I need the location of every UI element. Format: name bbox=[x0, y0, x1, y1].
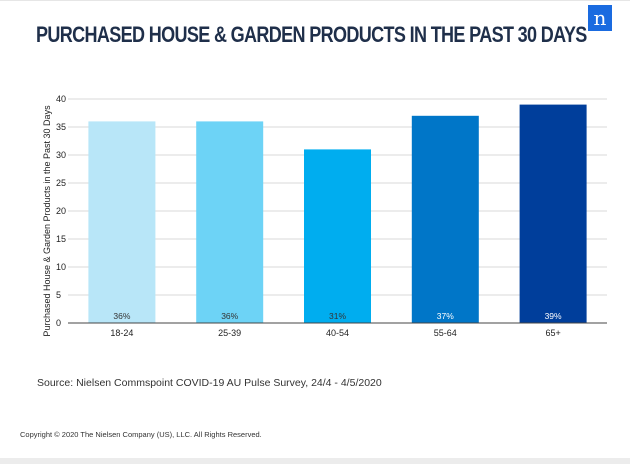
bar-value-label: 31% bbox=[329, 311, 346, 321]
nielsen-logo-icon: n bbox=[588, 5, 612, 31]
bar-value-label: 39% bbox=[545, 311, 562, 321]
y-axis-ticks: 0 5 10 15 20 25 30 35 40 bbox=[56, 94, 66, 328]
y-tick-label: 30 bbox=[56, 150, 66, 160]
bar bbox=[519, 104, 587, 323]
x-axis-ticks: 18-24 25-39 40-54 55-64 65+ bbox=[110, 328, 560, 338]
y-tick-label: 20 bbox=[56, 206, 66, 216]
x-tick-label: 18-24 bbox=[110, 328, 133, 338]
logo-letter: n bbox=[593, 6, 607, 30]
bar-value-label: 36% bbox=[113, 311, 130, 321]
y-tick-label: 40 bbox=[56, 94, 66, 104]
bar bbox=[88, 121, 156, 324]
chart-title: PURCHASED HOUSE & GARDEN PRODUCTS IN THE… bbox=[36, 22, 587, 47]
bar bbox=[411, 115, 479, 323]
x-tick-label: 55-64 bbox=[434, 328, 457, 338]
x-tick-label: 65+ bbox=[545, 328, 560, 338]
bar bbox=[304, 149, 371, 323]
y-tick-label: 10 bbox=[56, 262, 66, 272]
source-note: Source: Nielsen Commspoint COVID-19 AU P… bbox=[37, 377, 382, 389]
x-tick-label: 40-54 bbox=[326, 328, 349, 338]
bar-value-label: 37% bbox=[437, 311, 454, 321]
copyright-note: Copyright © 2020 The Nielsen Company (US… bbox=[20, 430, 262, 439]
y-tick-label: 0 bbox=[56, 318, 61, 328]
y-tick-label: 35 bbox=[56, 122, 66, 132]
y-axis-label: Purchased House & Garden Products in the… bbox=[42, 105, 52, 337]
y-tick-label: 15 bbox=[56, 234, 66, 244]
y-tick-label: 5 bbox=[56, 290, 61, 300]
y-tick-label: 25 bbox=[56, 178, 66, 188]
bar bbox=[196, 121, 264, 324]
x-tick-label: 25-39 bbox=[218, 328, 241, 338]
bar-value-label: 36% bbox=[221, 311, 238, 321]
bars-group: 36% 36% 31% 37% 39% bbox=[88, 104, 587, 324]
